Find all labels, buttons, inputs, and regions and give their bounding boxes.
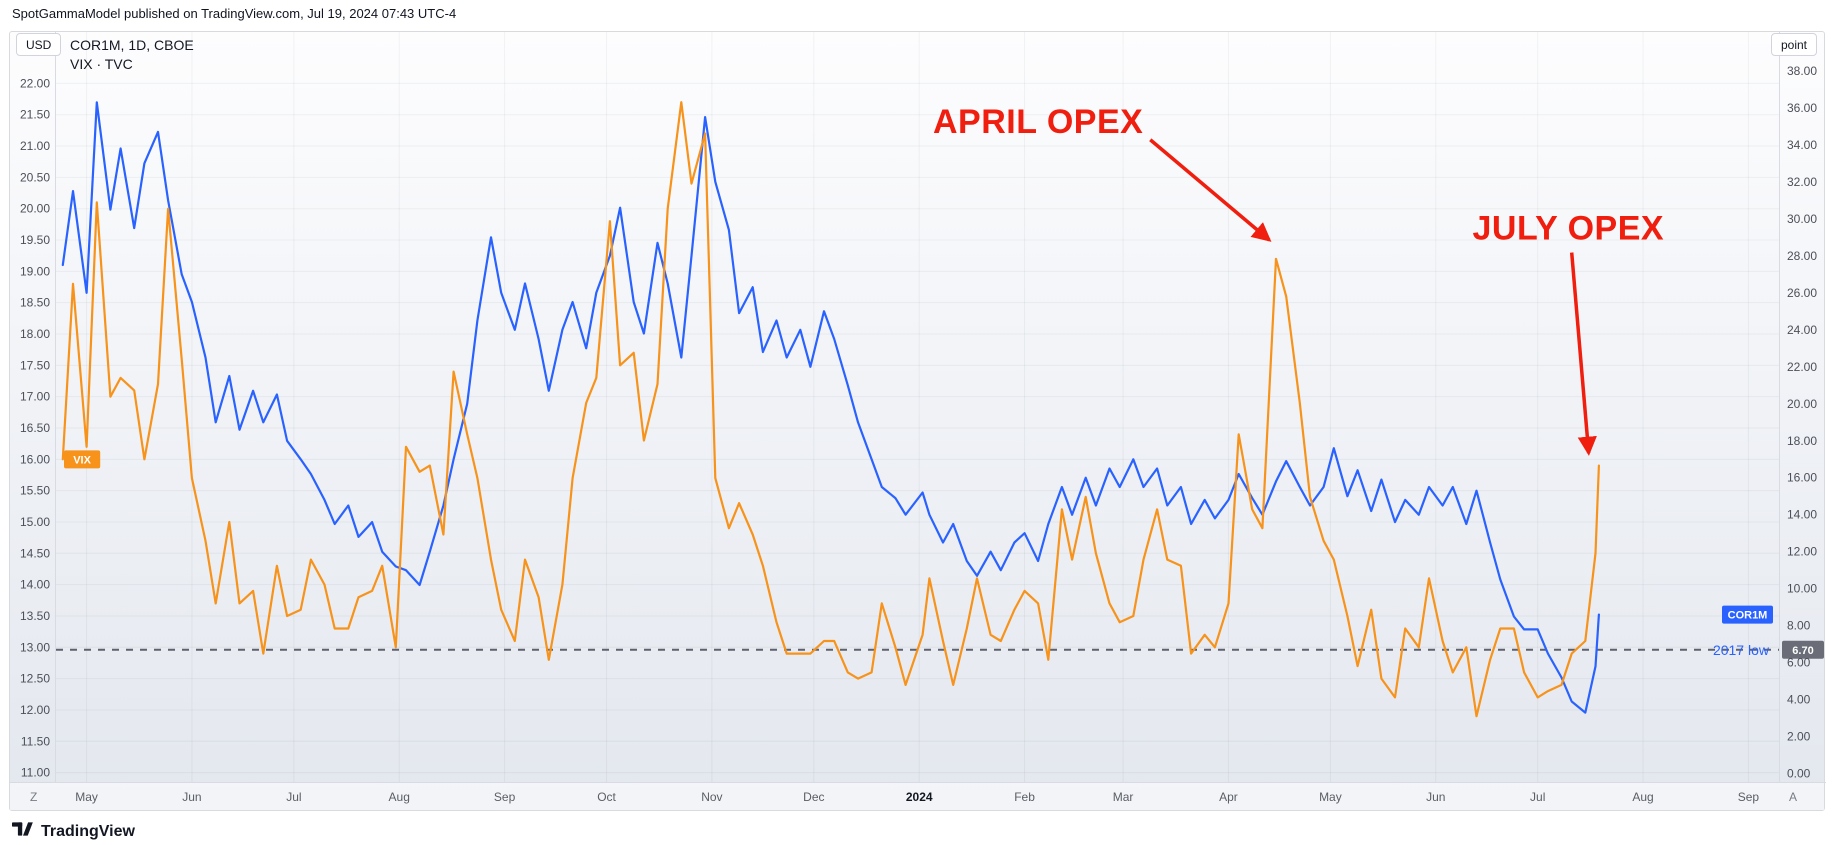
left-axis-tick-label: 11.00 [21, 766, 50, 780]
right-axis-tick-label: 2.00 [1787, 730, 1811, 744]
left-axis-tick-label: 15.00 [20, 515, 50, 529]
right-axis-tick-label: 26.00 [1787, 286, 1817, 300]
left-axis-tick-label: 22.00 [20, 76, 50, 90]
left-axis-tick-label: 17.00 [20, 390, 50, 404]
time-axis-label: Nov [701, 790, 722, 804]
left-axis-tick-label: 18.00 [20, 327, 50, 341]
left-axis-tick-label: 11.50 [21, 734, 50, 748]
reference-line-label: 2017 low [1713, 642, 1770, 658]
left-axis-tick-label: 21.50 [20, 108, 50, 122]
left-axis-tick-label: 14.50 [20, 546, 50, 560]
left-axis-tick-label: 14.00 [20, 578, 50, 592]
right-axis-tick-label: 22.00 [1787, 360, 1817, 374]
left-axis-tick-label: 12.50 [20, 672, 50, 686]
right-axis-tick-label: 4.00 [1787, 693, 1811, 707]
right-axis-tick-label: 24.00 [1787, 323, 1817, 337]
time-axis-label: Aug [389, 790, 410, 804]
annotation-april-opex: APRIL OPEX [933, 103, 1143, 141]
right-axis-tick-label: 0.00 [1787, 767, 1811, 781]
legend-main-symbol[interactable]: COR1M, 1D, CBOE [70, 37, 194, 53]
time-axis-label: Feb [1014, 790, 1035, 804]
right-axis-tick-label: 20.00 [1787, 397, 1817, 411]
cor1m-series-badge-text: COR1M [1728, 610, 1768, 622]
left-axis-tick-label: 16.50 [20, 421, 50, 435]
time-axis-label: Aug [1632, 790, 1653, 804]
left-axis-tick-label: 18.50 [20, 296, 50, 310]
left-axis-tick-label: 21.00 [20, 139, 50, 153]
left-axis-tick-label: 13.00 [20, 640, 50, 654]
chart-legend: COR1M, 1D, CBOE VIX · TVC [70, 36, 194, 74]
footer-brand[interactable]: TradingView [12, 819, 135, 844]
publish-header: SpotGammaModel published on TradingView.… [12, 6, 456, 21]
legend-compare-symbol[interactable]: VIX · TVC [70, 56, 133, 72]
left-axis-tick-label: 13.50 [20, 609, 50, 623]
annotation-arrow-april-opex [1149, 138, 1272, 242]
time-axis-label: Mar [1113, 790, 1134, 804]
grid [56, 32, 1779, 782]
vix-series-line [61, 101, 1601, 718]
right-axis-tick-label: 36.00 [1787, 101, 1817, 115]
left-axis-tick-label: 19.00 [20, 264, 50, 278]
left-axis-unit-button[interactable]: USD [16, 33, 62, 56]
auto-fit-button[interactable]: A [1789, 790, 1798, 804]
timezone-button[interactable]: Z [30, 790, 38, 804]
left-axis-tick-label: 15.50 [20, 484, 50, 498]
tradingview-logo-icon [12, 819, 34, 844]
left-axis-tick-label: 20.50 [20, 170, 50, 184]
time-axis-strip [10, 783, 1824, 810]
axis-separators [9, 31, 1826, 783]
publish-text: SpotGammaModel published on TradingView.… [12, 6, 457, 21]
left-axis-tick-label: 20.00 [20, 202, 50, 216]
annotation-arrow-july-opex [1569, 252, 1597, 456]
right-axis-unit-button[interactable]: point [1770, 33, 1817, 56]
time-axis-label: Sep [1738, 790, 1760, 804]
tradingview-wordmark: TradingView [41, 822, 135, 840]
right-axis-tick-label: 12.00 [1787, 545, 1817, 559]
reference-value-badge-text: 6.70 [1792, 645, 1813, 657]
right-axis-tick-label: 18.00 [1787, 434, 1817, 448]
vix-series-badge-text: VIX [73, 454, 91, 466]
annotation-july-opex: JULY OPEX [1472, 209, 1664, 247]
time-axis-label: 2024 [906, 790, 933, 804]
time-axis-label: Oct [597, 790, 616, 804]
time-axis-label: Sep [494, 790, 516, 804]
right-axis-tick-label: 28.00 [1787, 249, 1817, 263]
right-axis-tick-label: 8.00 [1787, 619, 1811, 633]
left-axis-tick-label: 19.50 [20, 233, 50, 247]
time-axis-label: Jul [1530, 790, 1545, 804]
reference-value-badge [1782, 640, 1824, 659]
right-axis-tick-label: 38.00 [1787, 64, 1817, 78]
right-axis-tick-label: 10.00 [1787, 582, 1817, 596]
time-axis-label: May [75, 790, 98, 804]
time-axis-label: Jun [1426, 790, 1445, 804]
time-axis-label: Apr [1219, 790, 1238, 804]
time-axis-label: May [1319, 790, 1342, 804]
left-axis-tick-label: 16.00 [20, 452, 50, 466]
cor1m-series-badge [1722, 605, 1773, 624]
cor1m-series-line [61, 101, 1601, 714]
right-axis-tick-label: 14.00 [1787, 508, 1817, 522]
left-axis-tick-label: 12.00 [20, 703, 50, 717]
time-axis-label: Dec [803, 790, 824, 804]
right-axis-tick-label: 32.00 [1787, 175, 1817, 189]
right-axis-tick-label: 34.00 [1787, 138, 1817, 152]
vix-series-badge [64, 450, 101, 469]
right-axis-tick-label: 6.00 [1787, 656, 1811, 670]
time-axis-label: Jul [286, 790, 301, 804]
left-axis-tick-label: 17.50 [20, 358, 50, 372]
right-axis-tick-label: 30.00 [1787, 212, 1817, 226]
time-axis-label: Jun [182, 790, 201, 804]
chart-background [9, 31, 1825, 811]
right-axis-tick-label: 16.00 [1787, 471, 1817, 485]
